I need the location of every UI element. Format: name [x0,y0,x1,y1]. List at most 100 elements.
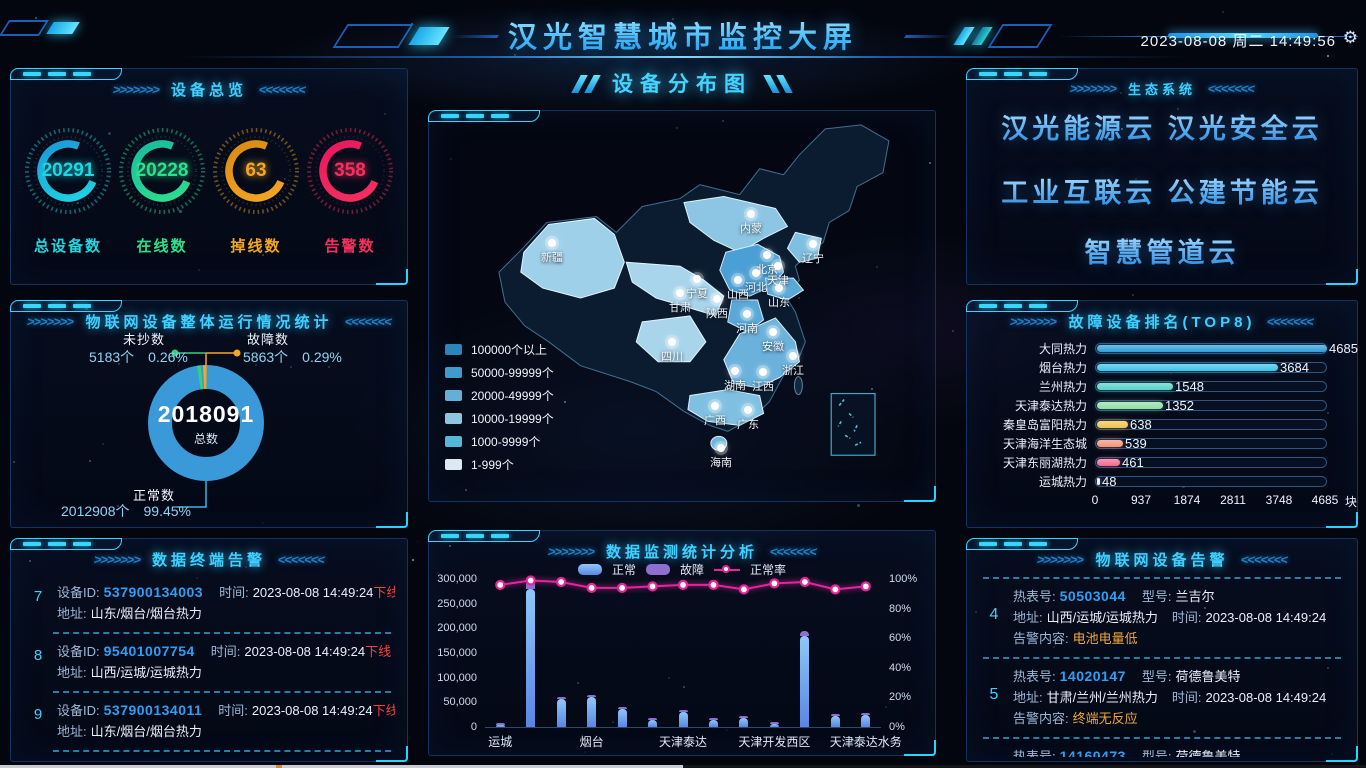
axis-tick: 1874 [1173,493,1201,507]
map-dot-内蒙[interactable] [747,210,755,218]
map-dot-陕西[interactable] [713,295,721,303]
map-label: 广东 [737,419,759,431]
panel-title: 数据终端告警 [151,552,266,569]
panel-title: 物联网设备整体运行情况统计 [85,314,333,331]
map-dot-四川[interactable] [668,338,676,346]
x-axis-label: 烟台 [579,735,604,749]
bar-fault [617,707,627,709]
y-axis-right-label: 60% [889,632,912,645]
map-dot-河北[interactable] [752,269,760,277]
legend-label: 10000-19999个 [471,412,554,426]
map-dot-河南[interactable] [743,310,751,318]
south-china-sea-inset [830,392,876,456]
rank-value: 48 [1102,474,1117,489]
map-dot-浙江[interactable] [789,352,797,360]
device-address: 山西/运城/运城热力 [90,665,202,680]
map-dot-甘肃[interactable] [676,289,684,297]
map-dot-海南[interactable] [717,444,725,452]
device-address: 山东/烟台/烟台热力 [90,724,202,739]
map-label: 广西 [704,415,726,427]
map-legend-item: 1000-9999个 [445,433,554,450]
rank-bar [1097,402,1163,409]
meter-address: 甘肃/兰州/兰州热力 [1046,690,1158,705]
device-id: 537900134003 [103,584,204,600]
taskbar-sliver-dark [683,765,1366,768]
donut-callout-label: 正常数 [133,488,176,503]
row-divider [53,691,391,693]
axis-tick: 3748 [1265,493,1293,507]
panel-title: 生态系统 [1127,82,1196,97]
map-dot-辽宁[interactable] [809,240,817,248]
terminal-alarm-row: 9 设备ID: 537900134011 时间: 2023-08-08 14:49:… [23,693,395,744]
panel-monitor-chart: >>>>>>> 数据监测统计分析 <<<<<<< 正常 故障 正常率 300,00… [428,530,936,756]
bar-normal [617,709,627,727]
gauge-在线数: 20228 在线数 [116,125,208,256]
map-dot-北京[interactable] [763,251,771,259]
meter-id: 50503044 [1059,588,1126,604]
y-axis-label: 250,000 [437,597,477,610]
ecosystem-line[interactable]: 智慧管道云 [967,231,1357,270]
panel-title: 数据监测统计分析 [605,544,758,561]
axis-tick: 0 [1091,493,1099,507]
bar-normal [830,716,840,727]
panel-ecosystem: >>>>>>> 生态系统 <<<<<<< 汉光能源云 汉光安全云 工业互联云 公… [966,68,1358,285]
map-dot-新疆[interactable] [548,239,556,247]
map-dot-山西[interactable] [734,276,742,284]
iot-alarm-row: 4 热表号: 50503044 型号: 兰吉尔 地址: 山西/运城/运城热力 时间: 2… [979,579,1345,651]
y-axis-label: 150,000 [437,647,477,659]
fault-rank-row: 秦皇岛富阳热力 638 [983,415,1343,434]
iot-alarm-list[interactable]: 4 热表号: 50503044 型号: 兰吉尔 地址: 山西/运城/运城热力 时间: 2… [979,571,1345,757]
gauge-label: 总设备数 [33,238,102,255]
ecosystem-line[interactable]: 汉光能源云 汉光安全云 [967,107,1357,146]
bar-fault [830,714,840,716]
fault-rank-row: 运城热力 48 [983,472,1343,491]
ecosystem-line[interactable]: 工业互联云 公建节能云 [967,171,1357,210]
fault-ranking-bars: 大同热力 4685 烟台热力 3684 兰州热力 1548 天津泰达热力 1352 秦皇… [983,339,1358,491]
rank-track: 3684 [1095,360,1327,375]
map-dot-广西[interactable] [711,402,719,410]
map-dot-广东[interactable] [744,406,752,414]
map-dot-宁夏[interactable] [693,275,701,283]
alarm-time: 2023-08-08 14:49:24 [244,644,366,659]
map-label: 安徽 [762,341,784,353]
map-dot-湖南[interactable] [731,367,739,375]
map-dot-安徽[interactable] [769,328,777,336]
status-offline: 下线 [373,585,395,600]
map-label: 湖南 [724,380,746,392]
y-axis-right-label: 100% [889,573,918,585]
terminal-alarm-list[interactable]: 7 设备ID: 537900134003 时间: 2023-08-08 14:49:… [23,575,395,757]
panel-title: 物联网设备告警 [1095,552,1229,569]
y-axis-right-label: 20% [889,691,912,704]
axis-tick: 2811 [1220,493,1246,507]
settings-gear-icon[interactable]: ⚙ [1342,28,1358,47]
rank-value: 1352 [1165,398,1194,413]
fault-rank-row: 兰州热力 1548 [983,377,1343,396]
map-label: 天津 [767,275,789,287]
donut-callout-label: 未抄数 [123,332,166,347]
map-label: 四川 [661,351,683,363]
panel-title: 故障设备排名(TOP8) [1068,314,1256,331]
legend-label: 20000-49999个 [471,389,554,403]
map-label: 山西 [727,289,749,301]
rank-label: 天津泰达热力 [1014,399,1087,413]
bar-normal [495,725,505,727]
gauge-label: 告警数 [324,238,376,255]
donut-total: 2018091 [157,401,255,427]
panel-corner-tab [10,68,122,80]
row-index: 4 [989,606,999,623]
map-label: 内蒙 [740,223,762,235]
map-dot-天津[interactable] [774,262,782,270]
bar-normal [769,724,779,727]
chevrons-left-icon: <<<<<<< [1206,81,1256,96]
chevrons-left-icon: <<<<<<< [276,552,326,567]
bar-fault [861,713,871,715]
bar-normal [526,589,536,727]
rank-label: 运城热力 [1038,475,1087,489]
row-index: 8 [33,647,43,664]
map-title: 设备分布图 [428,68,936,98]
legend-label: 100000个以上 [471,343,548,357]
map-dot-山东[interactable] [775,284,783,292]
row-index: 9 [33,706,43,723]
map-dot-江西[interactable] [759,368,767,376]
rank-label: 兰州热力 [1038,380,1087,394]
